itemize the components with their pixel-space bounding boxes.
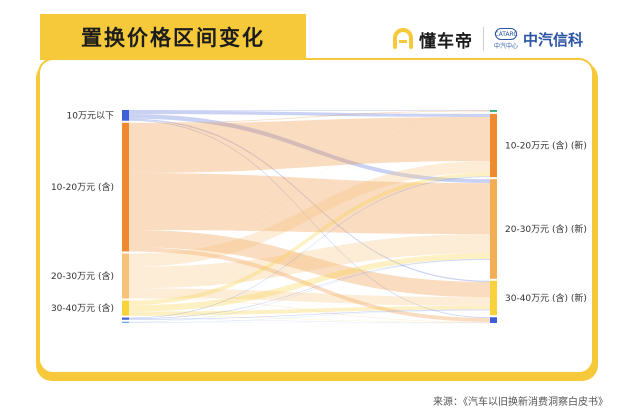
sankey-link-s4-t3: [129, 309, 490, 320]
sankey-links: [129, 110, 490, 324]
source-node-0: [122, 110, 129, 121]
sankey-link-s3-t3: [129, 305, 490, 316]
catarc-badge-icon: CATARC: [494, 28, 518, 40]
target-node-2: [490, 179, 497, 279]
source-node-5: [122, 321, 129, 323]
title-banner: 置换价格区间变化: [40, 14, 306, 60]
sankey-nodes: 10万元以下 10-20万元 (含) 20-30万元 (含) 30-40万元 (含) 1…: [51, 110, 587, 323]
target-label-2: 20-30万元 (含) (新): [505, 223, 587, 235]
sankey-link-s4-t1: [129, 176, 490, 319]
sankey-link-s1-t2: [129, 172, 490, 235]
sankey-link-s3-t1: [129, 172, 490, 306]
source-label-3: 30-40万元 (含): [51, 302, 114, 314]
sankey-link-s0-t1: [129, 110, 490, 117]
source-node-3: [122, 300, 129, 316]
sankey-link-s2-t4: [129, 297, 490, 323]
target-node-4: [490, 317, 497, 323]
sankey-link-s1-t3: [129, 230, 490, 298]
source-node-2: [122, 253, 129, 299]
sankey-link-s4-t4: [129, 319, 490, 323]
sankey-link-s2-t1: [129, 161, 490, 267]
sankey-link-s1-t4: [129, 247, 490, 322]
sankey-link-s4-t2: [129, 259, 490, 319]
catarc-sub-label: 中汽中心: [494, 43, 519, 50]
sankey-link-s1-t0: [129, 110, 490, 124]
target-label-1: 10-20万元 (含) (新): [505, 140, 587, 152]
target-label-3: 30-40万元 (含) (新): [505, 292, 587, 304]
brand-logos: 懂车帝 CATARC 中汽中心 中汽信科: [392, 24, 583, 54]
sankey-link-s2-t2: [129, 234, 490, 289]
sankey-link-s2-t0: [129, 111, 490, 254]
sankey-link-s0-t0: [129, 110, 490, 111]
source-label-1: 10-20万元 (含): [51, 181, 114, 193]
target-node-3: [490, 280, 497, 316]
chart-card: [38, 58, 594, 374]
target-node-1: [490, 113, 497, 178]
source-label-2: 20-30万元 (含): [51, 270, 114, 282]
brand-divider: [483, 27, 484, 51]
sankey-link-s0-t2: [129, 114, 490, 184]
sankey-link-s2-t3: [129, 288, 490, 306]
catarc-logo: CATARC 中汽中心: [494, 28, 518, 50]
sankey-link-s3-t0: [129, 111, 490, 301]
source-node-4: [122, 317, 129, 320]
sankey-link-s5-t2: [129, 259, 490, 323]
chart-title: 置换价格区间变化: [81, 26, 265, 50]
source-note: 来源：《汽车以旧换新消费洞察白皮书》: [433, 397, 608, 408]
source-node-1: [122, 122, 129, 252]
source-label-0: 10万元以下: [67, 111, 114, 121]
sankey-link-s0-t3: [129, 118, 490, 282]
sankey-link-s3-t2: [129, 253, 490, 312]
dongchedi-logo-icon: [393, 28, 413, 49]
sankey-link-s5-t1: [129, 176, 490, 322]
sankey-link-s5-t3: [129, 310, 490, 323]
brand-primary: 懂车帝: [419, 31, 473, 52]
sankey-link-s1-t1: [129, 116, 490, 173]
brand-secondary: 中汽信科: [523, 30, 584, 49]
sankey-link-s0-t4: [129, 119, 490, 319]
sankey-link-s3-t4: [129, 315, 490, 323]
target-node-0: [490, 110, 497, 112]
